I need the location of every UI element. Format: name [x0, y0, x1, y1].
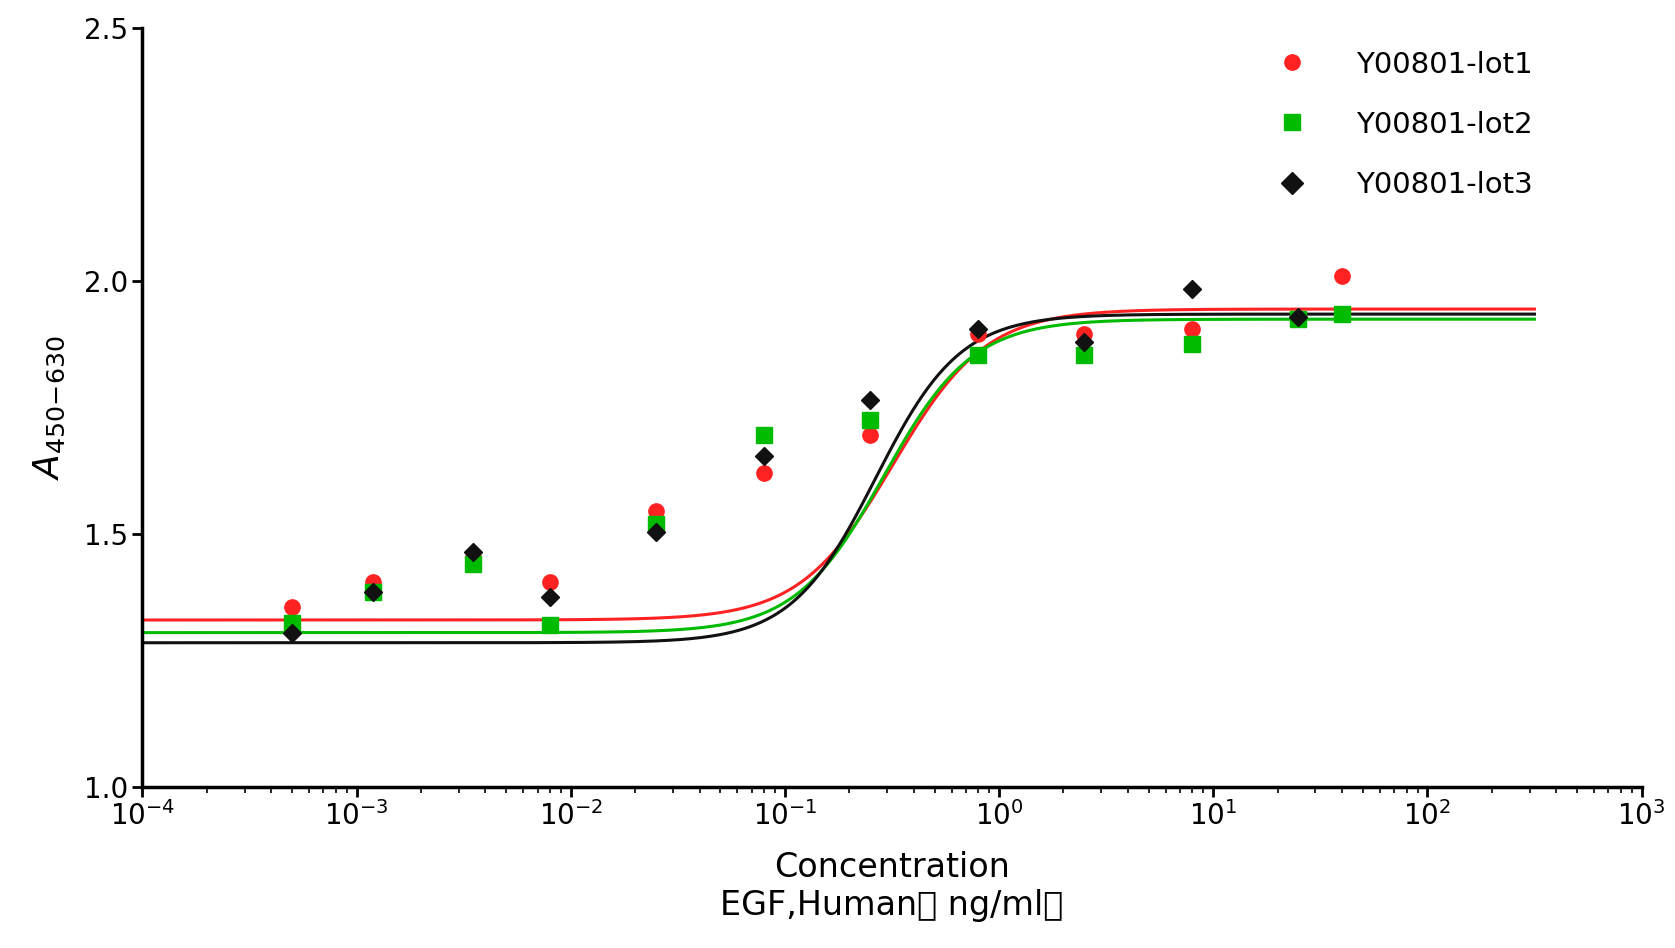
Line: Y00801-lot3: Y00801-lot3	[286, 283, 1305, 639]
Y00801-lot2	[1332, 308, 1352, 319]
X-axis label: Concentration
EGF,Human（ ng/ml）: Concentration EGF,Human（ ng/ml）	[720, 850, 1064, 922]
Y00801-lot3	[754, 450, 774, 462]
Y-axis label: $A_{450\mathrm{-}630}$: $A_{450\mathrm{-}630}$	[32, 336, 67, 480]
Y00801-lot3	[462, 546, 482, 557]
Y00801-lot2	[281, 617, 302, 629]
Y00801-lot2	[1183, 338, 1203, 350]
Y00801-lot3	[968, 323, 988, 335]
Y00801-lot3	[1288, 311, 1308, 322]
Y00801-lot1	[647, 505, 667, 517]
Y00801-lot1	[363, 576, 384, 588]
Y00801-lot1	[1288, 314, 1308, 325]
Y00801-lot3	[859, 394, 879, 406]
Y00801-lot2	[1074, 349, 1094, 360]
Y00801-lot2	[1288, 314, 1308, 325]
Y00801-lot1	[539, 576, 559, 588]
Y00801-lot1	[859, 429, 879, 441]
Y00801-lot2	[859, 414, 879, 426]
Y00801-lot3	[539, 592, 559, 603]
Line: Y00801-lot2: Y00801-lot2	[285, 306, 1350, 632]
Y00801-lot2	[462, 558, 482, 570]
Y00801-lot1	[968, 329, 988, 340]
Y00801-lot2	[539, 619, 559, 630]
Y00801-lot3	[1074, 337, 1094, 348]
Y00801-lot1	[1183, 323, 1203, 335]
Y00801-lot3	[647, 526, 667, 538]
Y00801-lot2	[754, 429, 774, 441]
Y00801-lot3	[363, 587, 384, 598]
Y00801-lot1	[462, 551, 482, 562]
Y00801-lot1	[281, 602, 302, 613]
Line: Y00801-lot1: Y00801-lot1	[285, 268, 1350, 615]
Y00801-lot1	[754, 467, 774, 479]
Y00801-lot2	[363, 587, 384, 598]
Y00801-lot2	[968, 349, 988, 360]
Y00801-lot1	[1074, 329, 1094, 340]
Y00801-lot1	[1332, 270, 1352, 282]
Y00801-lot3	[1183, 283, 1203, 295]
Y00801-lot2	[647, 519, 667, 530]
Y00801-lot3	[281, 627, 302, 638]
Legend: Y00801-lot1, Y00801-lot2, Y00801-lot3: Y00801-lot1, Y00801-lot2, Y00801-lot3	[1251, 50, 1533, 199]
